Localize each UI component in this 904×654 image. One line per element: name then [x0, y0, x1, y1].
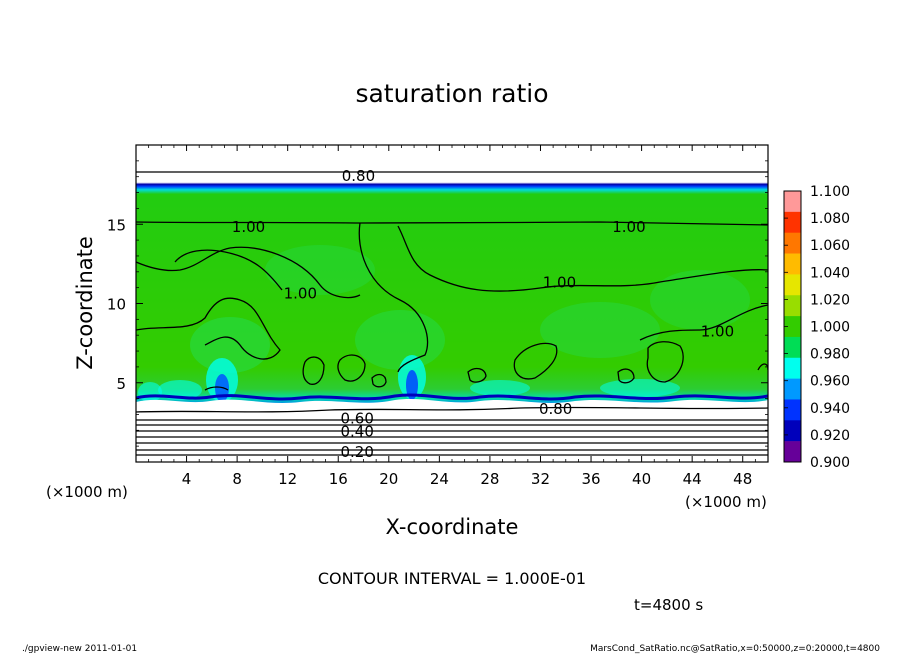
- contour-label-9: 0.20: [340, 443, 373, 461]
- y-axis-ticks: 5 10 15: [107, 160, 768, 447]
- colorbar-swatch-2: [784, 232, 801, 254]
- x-tick-label-8: 36: [581, 470, 600, 488]
- heatmap-field: [136, 145, 768, 462]
- contour-label-4: 1.00: [543, 273, 576, 291]
- x-axis-label: X-coordinate: [386, 515, 519, 539]
- contour-label-0: 0.80: [342, 167, 375, 185]
- contour-label-3: 1.00: [284, 284, 317, 302]
- colorbar-swatch-10: [784, 399, 801, 421]
- colorbar-swatch-8: [784, 357, 801, 379]
- contour-lines: [136, 171, 768, 456]
- colorbar-tick-label-5: 1.000: [810, 320, 850, 336]
- contour-interval: CONTOUR INTERVAL = 1.000E-01: [318, 569, 586, 588]
- colorbar-swatch-11: [784, 420, 801, 442]
- footer-left: ./gpview-new 2011-01-01: [22, 644, 137, 654]
- colorbar-swatch-7: [784, 336, 801, 359]
- x-tick-label-0: 4: [182, 470, 192, 488]
- footer-right: MarsCond_SatRatio.nc@SatRatio,x=0:50000,…: [590, 644, 880, 654]
- x-tick-label-6: 28: [480, 470, 499, 488]
- x-tick-label-1: 8: [232, 470, 242, 488]
- chart-title: saturation ratio: [355, 79, 548, 108]
- contour-label-8: 0.40: [340, 422, 373, 440]
- contour-label-1: 1.00: [232, 218, 265, 236]
- colorbar-tick-labels: 1.100 1.080 1.060 1.040 1.020 1.000 0.980 0.960…: [784, 184, 850, 471]
- colorbar-swatch-0: [784, 191, 801, 213]
- x-unit-left: (×1000 m): [46, 483, 128, 501]
- colorbar-swatch-5: [784, 295, 801, 317]
- colorbar-tick-label-1: 1.080: [810, 211, 850, 227]
- y-tick-label-1: 10: [107, 296, 126, 314]
- colorbar-tick-label-2: 1.060: [810, 238, 850, 254]
- x-tick-label-7: 32: [531, 470, 550, 488]
- colorbar-tick-label-6: 0.980: [810, 347, 850, 363]
- contour-labels: 0.80 1.00 1.00 1.00 1.00 1.00 0.80 0.600.40 0.20: [232, 167, 734, 461]
- contour-label-7: 0.60: [340, 410, 373, 428]
- x-tick-label-2: 12: [278, 470, 297, 488]
- contour-label-5: 1.00: [701, 322, 734, 340]
- colorbar-tick-label-9: 0.920: [810, 428, 850, 444]
- x-axis-ticks: 4 8 12 16 20 24 28 32 36 40 44 48: [148, 145, 756, 488]
- contour-label-6: 0.80: [539, 400, 572, 418]
- colorbar-tick-label-0: 1.100: [810, 184, 850, 200]
- y-tick-label-2: 15: [107, 216, 126, 234]
- colorbar-swatch-12: [784, 441, 801, 463]
- x-unit-right: (×1000 m): [685, 493, 767, 511]
- y-tick-label-0: 5: [116, 375, 126, 393]
- colorbar-tick-label-10: 0.900: [810, 455, 850, 471]
- x-tick-label-4: 20: [379, 470, 398, 488]
- colorbar-swatch-3: [784, 253, 801, 275]
- colorbar-tick-label-7: 0.960: [810, 374, 850, 390]
- contour-label-2: 1.00: [612, 218, 645, 236]
- x-tick-label-11: 48: [733, 470, 752, 488]
- colorbar-tick-label-3: 1.040: [810, 265, 850, 281]
- x-tick-label-5: 24: [430, 470, 449, 488]
- x-tick-label-9: 40: [632, 470, 651, 488]
- colorbar-swatch-1: [784, 211, 801, 233]
- colorbar-swatch-9: [784, 378, 801, 400]
- x-tick-label-3: 16: [329, 470, 348, 488]
- time-label: t=4800 s: [634, 596, 703, 614]
- colorbar: [783, 190, 802, 463]
- y-axis-label: Z-coordinate: [73, 236, 97, 370]
- colorbar-tick-label-8: 0.940: [810, 401, 850, 417]
- colorbar-tick-label-4: 1.020: [810, 292, 850, 308]
- x-tick-label-10: 44: [683, 470, 702, 488]
- colorbar-swatch-6: [784, 316, 801, 338]
- colorbar-swatch-4: [784, 274, 801, 296]
